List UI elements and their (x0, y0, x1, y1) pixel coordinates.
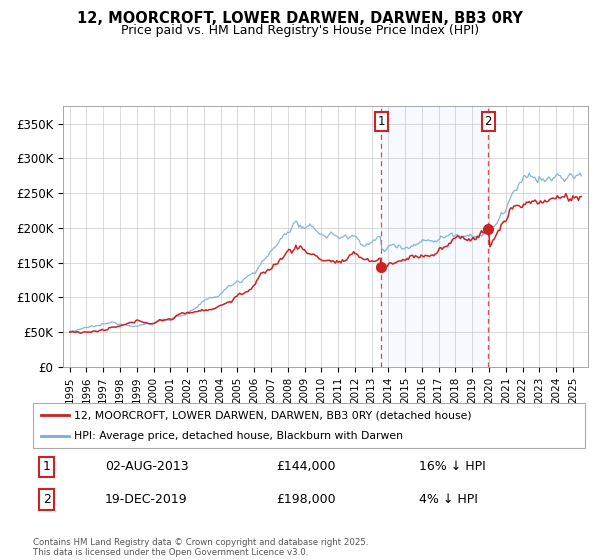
Text: 1: 1 (43, 460, 51, 473)
Text: 12, MOORCROFT, LOWER DARWEN, DARWEN, BB3 0RY (detached house): 12, MOORCROFT, LOWER DARWEN, DARWEN, BB3… (74, 410, 472, 421)
Text: Price paid vs. HM Land Registry's House Price Index (HPI): Price paid vs. HM Land Registry's House … (121, 24, 479, 37)
Text: 12, MOORCROFT, LOWER DARWEN, DARWEN, BB3 0RY: 12, MOORCROFT, LOWER DARWEN, DARWEN, BB3… (77, 11, 523, 26)
Text: 02-AUG-2013: 02-AUG-2013 (105, 460, 188, 473)
Text: £144,000: £144,000 (276, 460, 335, 473)
FancyBboxPatch shape (33, 403, 585, 448)
Text: HPI: Average price, detached house, Blackburn with Darwen: HPI: Average price, detached house, Blac… (74, 431, 403, 441)
Text: 1: 1 (377, 115, 385, 128)
Text: 4% ↓ HPI: 4% ↓ HPI (419, 493, 478, 506)
Text: 16% ↓ HPI: 16% ↓ HPI (419, 460, 486, 473)
Text: Contains HM Land Registry data © Crown copyright and database right 2025.
This d: Contains HM Land Registry data © Crown c… (33, 538, 368, 557)
Text: 2: 2 (43, 493, 51, 506)
Text: £198,000: £198,000 (276, 493, 335, 506)
Bar (382, 106, 488, 367)
Text: 19-DEC-2019: 19-DEC-2019 (105, 493, 187, 506)
Text: 2: 2 (485, 115, 492, 128)
